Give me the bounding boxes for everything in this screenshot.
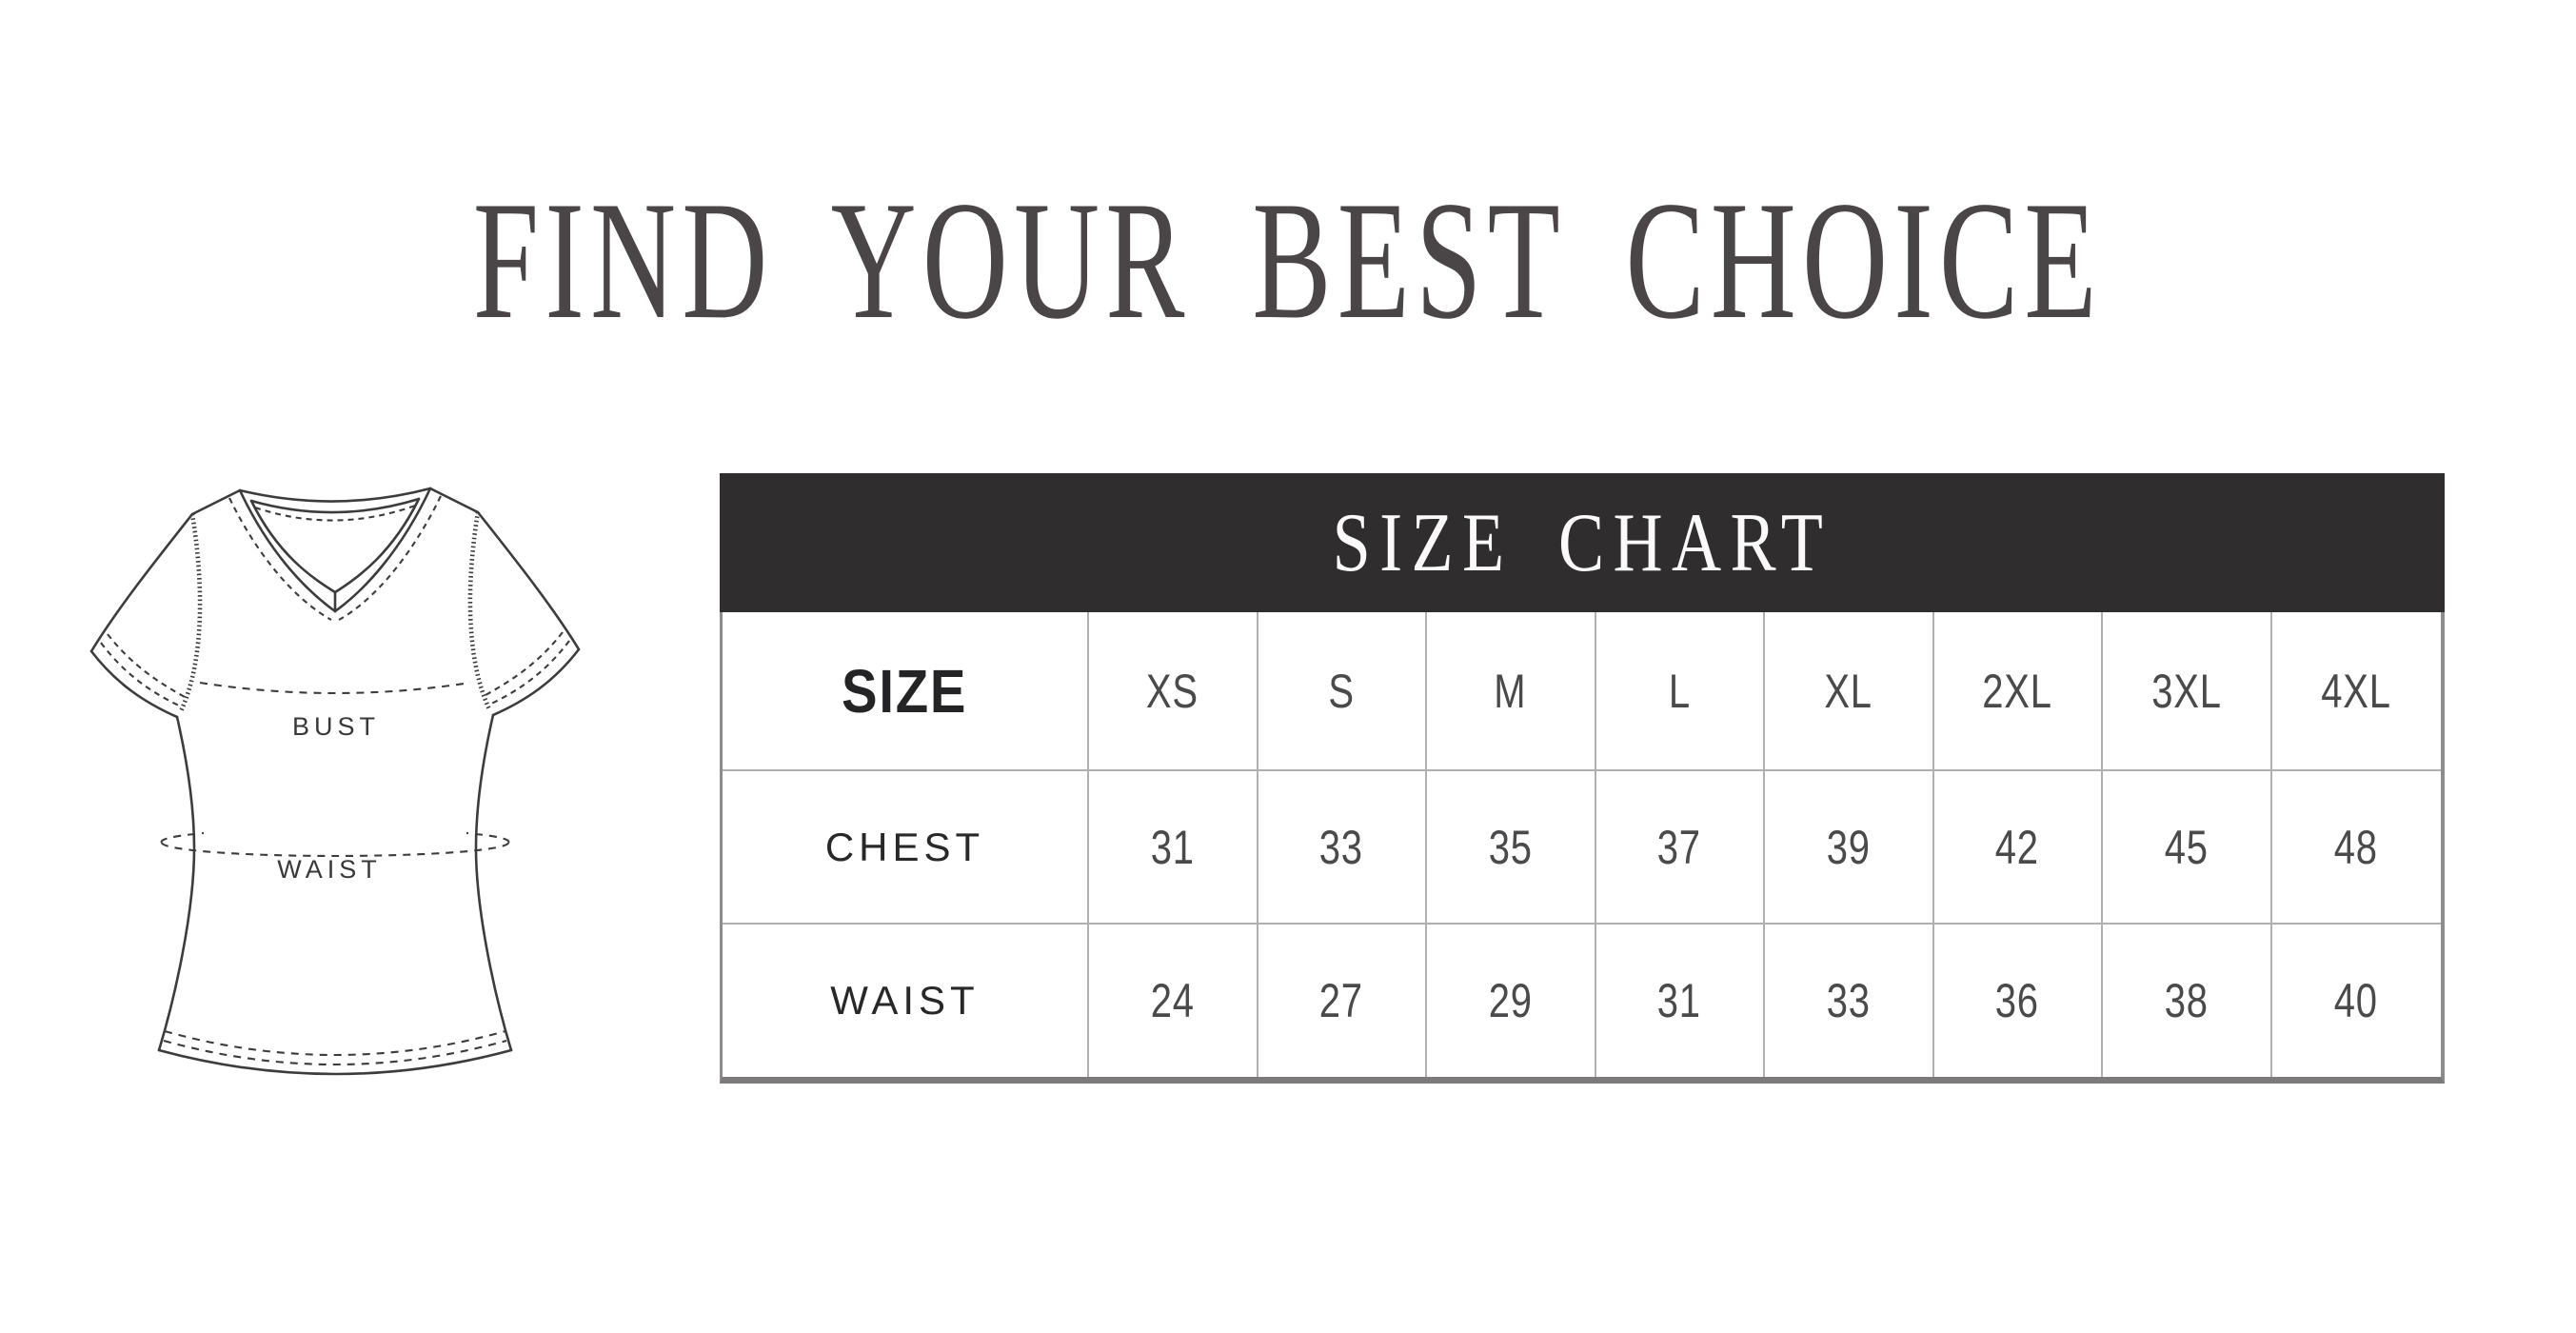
size-value: XS xyxy=(1146,664,1199,718)
size-chart-header: SIZE CHART xyxy=(720,473,2445,612)
left-shoulder-seam xyxy=(190,488,242,516)
left-sleeve-hem-stitch-1 xyxy=(100,642,182,707)
vneck-left-stitch xyxy=(228,497,332,621)
waist-cell-xl: 33 xyxy=(1765,925,1934,1077)
size-cell-xs: XS xyxy=(1089,612,1258,771)
chest-value: 37 xyxy=(1657,820,1702,874)
waist-cell-xs: 24 xyxy=(1089,925,1258,1077)
waist-label: WAIST xyxy=(277,855,382,884)
size-value: S xyxy=(1328,664,1355,718)
tshirt-illustration: BUST WAIST xyxy=(76,462,598,1095)
size-cell-l: L xyxy=(1595,612,1765,771)
waist-value: 38 xyxy=(2164,974,2209,1027)
size-cell-2xl: 2XL xyxy=(1933,612,2103,771)
right-sleeve-hem-stitch-1 xyxy=(488,640,570,706)
waist-measure-ellipse-right-tip xyxy=(466,831,510,844)
chest-value: 33 xyxy=(1319,820,1364,874)
size-row-label-cell: SIZE xyxy=(723,612,1089,771)
size-value: L xyxy=(1668,664,1691,718)
collar-back-inner-line xyxy=(249,497,421,514)
chest-value: 48 xyxy=(2334,820,2379,874)
size-chart-heading: SIZE CHART xyxy=(1332,496,1833,589)
waist-value: 33 xyxy=(1826,974,1871,1027)
waist-value: 40 xyxy=(2334,974,2379,1027)
chest-value: 45 xyxy=(2164,820,2209,874)
waist-value: 27 xyxy=(1319,974,1364,1027)
chest-cell-xl: 39 xyxy=(1765,771,1934,925)
vneck-left-outer-line xyxy=(238,488,337,613)
right-shoulder-seam xyxy=(428,487,480,514)
size-value: 4XL xyxy=(2321,664,2392,718)
waist-value: 24 xyxy=(1150,974,1195,1027)
chest-row-label: CHEST xyxy=(824,824,985,869)
size-chart-body: SIZE XS S M L XL 2XL 3XL 4XL CHEST 31 33… xyxy=(720,612,2445,1084)
size-cell-s: S xyxy=(1258,612,1427,771)
chest-cell-s: 33 xyxy=(1258,771,1427,925)
size-cell-4xl: 4XL xyxy=(2271,612,2441,771)
chest-cell-2xl: 42 xyxy=(1933,771,2103,925)
waist-cell-2xl: 36 xyxy=(1933,925,2103,1077)
size-row-label: SIZE xyxy=(842,656,968,726)
left-sleeve-outer-edge xyxy=(89,512,194,653)
vneck-left-inner-line xyxy=(249,499,337,594)
waist-row-label: WAIST xyxy=(830,978,980,1023)
chest-cell-3xl: 45 xyxy=(2103,771,2272,925)
chest-value: 39 xyxy=(1826,820,1871,874)
page-title-row: FIND YOUR BEST CHOICE xyxy=(0,175,2576,345)
chest-cell-m: 35 xyxy=(1427,771,1596,925)
size-value: 2XL xyxy=(1982,664,2053,718)
chest-cell-4xl: 48 xyxy=(2271,771,2441,925)
waist-value: 36 xyxy=(1995,974,2040,1027)
chest-value: 42 xyxy=(1995,820,2040,874)
bottom-hem-edge xyxy=(157,1048,513,1076)
waist-value: 31 xyxy=(1657,974,1702,1027)
right-armhole-stitch xyxy=(467,511,492,710)
vneck-right-outer-line xyxy=(333,487,432,613)
chest-cell-xs: 31 xyxy=(1089,771,1258,925)
right-sleeve-hem-edge xyxy=(491,647,581,717)
size-value: XL xyxy=(1824,664,1873,718)
left-armhole-stitch xyxy=(178,513,203,712)
collar-back-outer-line xyxy=(238,487,432,503)
waist-value: 29 xyxy=(1488,974,1533,1027)
vneck-right-stitch xyxy=(338,495,442,621)
right-sleeve-hem-stitch-2 xyxy=(485,631,564,696)
bust-measure-line xyxy=(199,681,471,695)
size-cell-m: M xyxy=(1427,612,1596,771)
page-title: FIND YOUR BEST CHOICE xyxy=(473,166,2103,354)
chest-cell-l: 37 xyxy=(1595,771,1765,925)
tshirt-sketch-svg: BUST WAIST xyxy=(89,487,581,1076)
waist-measure-ellipse-left-tip xyxy=(160,831,205,844)
waist-cell-4xl: 40 xyxy=(2271,925,2441,1077)
bottom-hem-stitch-1 xyxy=(164,1029,506,1057)
waist-cell-m: 29 xyxy=(1427,925,1596,1077)
waist-cell-s: 27 xyxy=(1258,925,1427,1077)
right-sleeve-outer-edge xyxy=(476,510,581,651)
waist-measure-ellipse-lower xyxy=(160,842,510,858)
left-sleeve-hem-stitch-2 xyxy=(107,633,186,698)
size-chart: SIZE CHART SIZE XS S M L XL 2XL 3XL 4XL … xyxy=(720,473,2445,1084)
size-value: 3XL xyxy=(2150,664,2222,718)
bust-label: BUST xyxy=(292,712,380,741)
size-cell-3xl: 3XL xyxy=(2103,612,2272,771)
chest-value: 31 xyxy=(1150,820,1195,874)
left-sleeve-hem-edge xyxy=(89,649,179,719)
waist-cell-l: 31 xyxy=(1595,925,1765,1077)
waist-row-label-cell: WAIST xyxy=(723,925,1089,1077)
bottom-hem-stitch-2 xyxy=(163,1039,507,1066)
size-cell-xl: XL xyxy=(1765,612,1934,771)
chest-value: 35 xyxy=(1488,820,1533,874)
waist-cell-3xl: 38 xyxy=(2103,925,2272,1077)
size-value: M xyxy=(1494,664,1527,718)
torso-left-edge xyxy=(157,715,196,1052)
torso-right-edge xyxy=(474,713,513,1052)
chest-row-label-cell: CHEST xyxy=(723,771,1089,925)
vneck-right-inner-line xyxy=(333,497,421,594)
